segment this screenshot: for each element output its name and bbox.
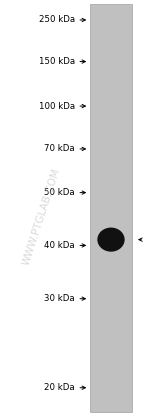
Text: 40 kDa: 40 kDa (44, 241, 75, 250)
Text: 70 kDa: 70 kDa (44, 144, 75, 154)
Text: 100 kDa: 100 kDa (39, 102, 75, 111)
Bar (90, 4, 132, 412)
Text: 30 kDa: 30 kDa (44, 294, 75, 303)
Text: 20 kDa: 20 kDa (44, 383, 75, 392)
Text: 250 kDa: 250 kDa (39, 15, 75, 25)
Text: 150 kDa: 150 kDa (39, 57, 75, 66)
Ellipse shape (97, 228, 125, 252)
Text: 50 kDa: 50 kDa (44, 188, 75, 197)
Text: WWW.PTGLAB.COM: WWW.PTGLAB.COM (22, 166, 62, 266)
